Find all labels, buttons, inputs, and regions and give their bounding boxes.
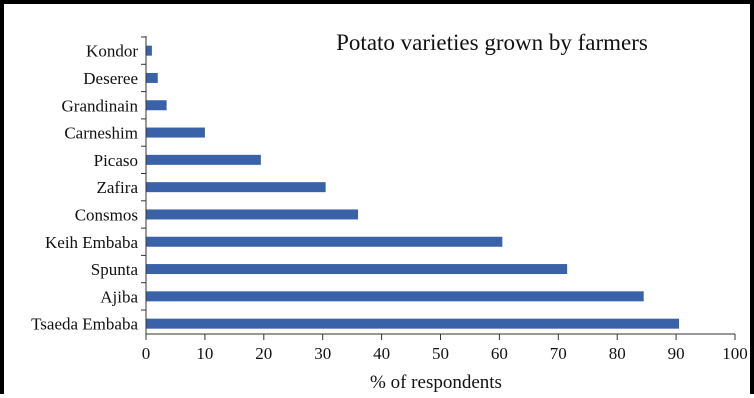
x-tick-label: 0 <box>142 344 151 363</box>
x-tick-label: 10 <box>196 344 213 363</box>
x-tick-label: 20 <box>255 344 272 363</box>
x-tick-label: 100 <box>722 344 748 363</box>
bar-grandinain <box>146 100 167 111</box>
category-label: Spunta <box>91 260 139 279</box>
category-label: Deseree <box>83 69 138 88</box>
bar-kondor <box>146 45 152 56</box>
category-label: Zafira <box>96 178 138 197</box>
bar-consmos <box>146 209 359 220</box>
bar-deseree <box>146 72 158 83</box>
category-label: Carneshim <box>64 124 138 143</box>
category-label: Kondor <box>86 42 138 61</box>
bar-tsaeda-embaba <box>146 318 680 329</box>
bar-spunta <box>146 264 568 275</box>
x-tick-label: 30 <box>314 344 331 363</box>
axis-layer: Kondor Deseree Grandinain Carneshim Picaso Za… <box>31 36 748 363</box>
x-tick-label: 60 <box>491 344 508 363</box>
category-label: Ajiba <box>100 287 138 306</box>
bar-carneshim <box>146 127 205 138</box>
category-label: Consmos <box>75 205 138 224</box>
bars-layer <box>146 45 680 329</box>
bar-zafira <box>146 182 326 193</box>
category-label: Picaso <box>94 151 138 170</box>
x-tick-label: 40 <box>373 344 390 363</box>
bar-picaso <box>146 154 261 165</box>
bar-ajiba <box>146 291 644 302</box>
chart-title: Potato varieties grown by farmers <box>336 30 648 55</box>
x-axis-label: % of respondents <box>370 372 502 393</box>
category-label: Grandinain <box>62 96 139 115</box>
category-label: Keih Embaba <box>45 233 138 252</box>
x-tick-label: 50 <box>432 344 449 363</box>
bar-keih-embaba <box>146 236 503 247</box>
x-tick-label: 80 <box>609 344 626 363</box>
x-tick-label: 70 <box>550 344 567 363</box>
bar-chart: Kondor Deseree Grandinain Carneshim Picaso Za… <box>31 30 748 393</box>
category-label: Tsaeda Embaba <box>31 315 138 334</box>
x-tick-label: 90 <box>668 344 685 363</box>
